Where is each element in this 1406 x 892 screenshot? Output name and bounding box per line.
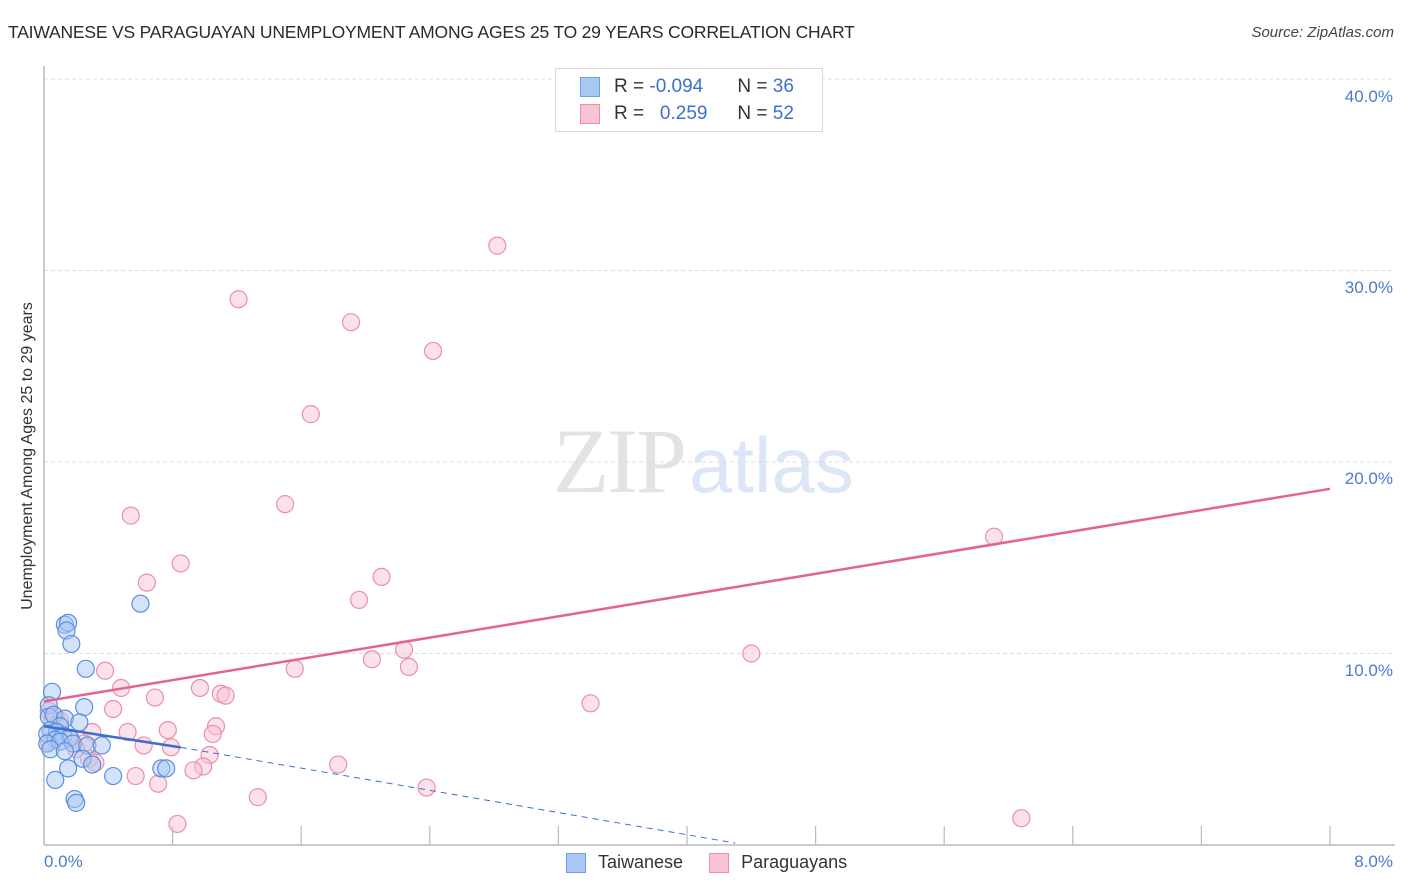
data-point-taiwanese [70, 713, 89, 732]
r-value: -0.094 [649, 76, 704, 97]
data-point-paraguayans [581, 694, 600, 713]
y-tick-40: 40.0% [1344, 87, 1393, 106]
data-point-paraguayans [1012, 809, 1031, 828]
data-point-paraguayans [301, 405, 320, 424]
data-point-paraguayans [216, 686, 235, 705]
data-point-paraguayans [137, 573, 156, 592]
legend-label-taiwanese: Taiwanese [598, 852, 684, 872]
watermark-zip: ZIP [553, 410, 687, 512]
y-tick-10: 10.0% [1344, 661, 1393, 680]
trendline-paraguayans [43, 487, 1331, 703]
data-point-paraguayans [742, 644, 761, 663]
data-point-paraguayans [126, 766, 145, 786]
series-legend: Taiwanese Paraguayans [566, 852, 873, 873]
data-point-paraguayans [362, 650, 382, 669]
data-point-paraguayans [372, 567, 391, 587]
data-point-paraguayans [417, 778, 436, 797]
y-axis-label: Unemployment Among Ages 25 to 29 years [19, 302, 36, 610]
data-point-paraguayans [145, 688, 165, 707]
data-point-paraguayans [329, 755, 348, 774]
n-value: 36 [772, 76, 794, 97]
data-point-taiwanese [75, 698, 94, 717]
zipatlas-watermark: ZIPatlas [553, 408, 854, 514]
data-point-paraguayans [149, 774, 168, 793]
data-point-taiwanese [83, 755, 102, 774]
r-label: R = [614, 103, 650, 124]
r-value: 0.259 [649, 103, 708, 124]
data-point-paraguayans [203, 724, 222, 744]
data-point-paraguayans [229, 290, 248, 309]
taiwanese-swatch-icon [580, 77, 600, 97]
legend-label-paraguayans: Paraguayans [741, 852, 848, 872]
n-value: 52 [772, 103, 794, 124]
paraguayans-swatch-icon [709, 852, 730, 873]
y-tick-20: 20.0% [1344, 469, 1393, 488]
data-point-taiwanese [46, 770, 65, 789]
y-tick-30: 30.0% [1344, 278, 1393, 297]
n-label: N = [737, 103, 773, 124]
data-point-taiwanese [157, 759, 176, 778]
data-point-paraguayans [349, 590, 369, 609]
data-point-taiwanese [92, 736, 111, 755]
trendline-taiwanese-extension [180, 746, 736, 844]
legend-item-taiwanese[interactable]: Taiwanese [566, 852, 683, 873]
data-point-paraguayans [168, 814, 187, 834]
data-point-paraguayans [158, 720, 177, 740]
data-point-taiwanese [76, 659, 95, 678]
x-tick-0: 0.0% [44, 852, 83, 871]
data-point-paraguayans [184, 761, 203, 780]
data-point-paraguayans [171, 554, 190, 573]
data-point-paraguayans [276, 495, 295, 514]
data-point-paraguayans [121, 506, 140, 525]
legend-row-taiwanese: R = -0.094 N = 36 [580, 75, 794, 99]
source-label: Source: ZipAtlas.com [1251, 24, 1394, 41]
data-point-paraguayans [341, 313, 361, 332]
data-point-taiwanese [59, 759, 78, 778]
legend-item-paraguayans[interactable]: Paraguayans [709, 852, 847, 873]
data-point-paraguayans [285, 659, 304, 678]
data-point-paraguayans [104, 699, 123, 719]
chart-title: TAIWANESE VS PARAGUAYAN UNEMPLOYMENT AMO… [8, 22, 855, 42]
data-point-paraguayans [248, 788, 267, 807]
taiwanese-swatch-icon [566, 852, 586, 873]
r-label: R = [614, 76, 650, 97]
watermark-atlas: atlas [689, 421, 854, 509]
data-point-taiwanese [104, 766, 123, 786]
data-point-paraguayans [488, 236, 507, 255]
n-label: N = [737, 76, 773, 97]
data-point-taiwanese [67, 793, 86, 812]
x-tick-8: 8.0% [1354, 852, 1393, 871]
data-point-paraguayans [423, 341, 443, 361]
correlation-legend: R = -0.094 N = 36 R = 0.259 N = 52 [555, 68, 823, 132]
trendline-taiwanese [43, 725, 181, 749]
data-point-taiwanese [55, 742, 74, 761]
data-point-paraguayans [118, 722, 137, 742]
data-point-taiwanese [62, 634, 81, 654]
data-point-paraguayans [399, 657, 419, 677]
legend-row-paraguayans: R = 0.259 N = 52 [580, 102, 794, 126]
data-point-paraguayans [190, 678, 210, 698]
paraguayans-swatch-icon [580, 104, 600, 124]
data-point-taiwanese [131, 594, 150, 613]
data-point-paraguayans [95, 661, 115, 680]
